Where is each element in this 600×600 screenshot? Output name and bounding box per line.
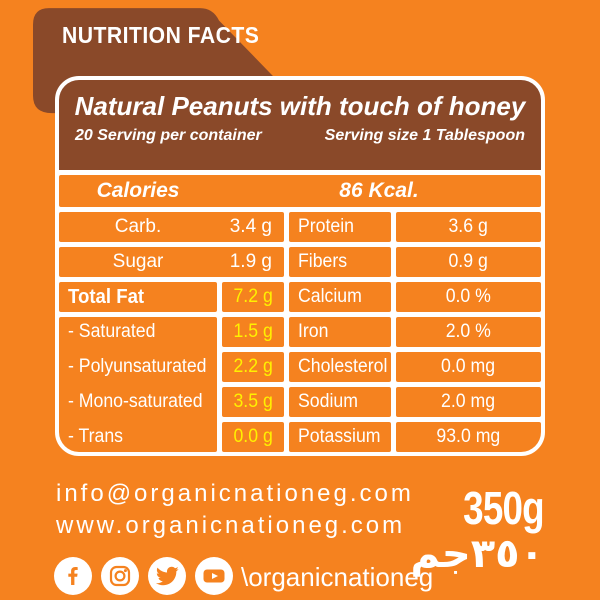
nutrient-value: 3.6 g	[396, 212, 541, 242]
total-fat-value: 7.2 g	[222, 282, 284, 312]
nutrient-label: Fibers	[289, 247, 391, 277]
nutrient-label: Carb.	[114, 216, 162, 237]
email-text: info@organicnationeg.com	[56, 480, 414, 507]
fat-breakdown-labels: - Saturated - Polyunsaturated - Mono-sat…	[59, 317, 217, 452]
nutrient-label: Potassium	[289, 422, 391, 452]
total-fat-label: Total Fat	[59, 282, 217, 312]
instagram-icon	[101, 557, 139, 595]
nutrient-value: 2.2 g	[222, 352, 284, 382]
nutrient-label: Protein	[289, 212, 391, 242]
nutrient-value: 0.0 mg	[396, 352, 541, 382]
youtube-icon	[195, 557, 233, 595]
social-handle: \organicnationeg	[241, 562, 434, 592]
nutrient-value: 3.4 g	[229, 216, 272, 237]
nutrient-value: 2.0 mg	[396, 387, 541, 417]
nutrient-label: - Mono-saturated	[68, 391, 203, 412]
nutrient-value: 0.0 g	[222, 422, 284, 452]
nutrient-label: Cholesterol	[289, 352, 391, 382]
nutrient-label: - Saturated	[68, 321, 156, 342]
social-icons-row	[54, 557, 233, 595]
nutrient-value: 2.0 %	[396, 317, 541, 347]
calories-label: Calories	[96, 179, 180, 202]
calories-value: 86 Kcal.	[339, 179, 419, 202]
nutrient-label: Iron	[289, 317, 391, 347]
nutrient-value: 0.9 g	[396, 247, 541, 277]
nutrient-label: - Polyunsaturated	[68, 356, 207, 377]
twitter-icon	[148, 557, 186, 595]
servings-per-container: 20 Serving per container	[75, 127, 262, 144]
nutrient-label: - Trans	[68, 426, 123, 447]
serving-size: Serving size 1 Tablespoon	[324, 127, 525, 144]
website-text: www.organicnationeg.com	[56, 512, 406, 539]
nutrient-label: Sugar	[112, 251, 164, 272]
table-row-carb: Carb. 3.4 g	[59, 212, 284, 242]
weight-arabic: ٣٥٠جم	[410, 531, 544, 577]
nutrition-card: Natural Peanuts with touch of honey 20 S…	[55, 76, 545, 456]
nutrient-label: Calcium	[289, 282, 391, 312]
nutrient-value: 93.0 mg	[396, 422, 541, 452]
calories-row: Calories 86 Kcal.	[59, 175, 541, 207]
product-title: Natural Peanuts with touch of honey	[74, 91, 526, 121]
nutrient-value: 3.5 g	[222, 387, 284, 417]
card-header: Natural Peanuts with touch of honey 20 S…	[59, 80, 541, 170]
weight-english: 350g	[463, 482, 544, 534]
table-row-sugar: Sugar 1.9 g	[59, 247, 284, 277]
banner-title: NUTRITION FACTS	[62, 22, 260, 48]
facebook-icon	[54, 557, 92, 595]
nutrient-value: 1.5 g	[222, 317, 284, 347]
nutrient-value: 1.9 g	[229, 251, 272, 272]
nutrition-table: Carb. 3.4 g Protein 3.6 g Sugar 1.9 g Fi…	[59, 212, 541, 452]
nutrient-value: 0.0 %	[396, 282, 541, 312]
nutrient-label: Sodium	[289, 387, 391, 417]
